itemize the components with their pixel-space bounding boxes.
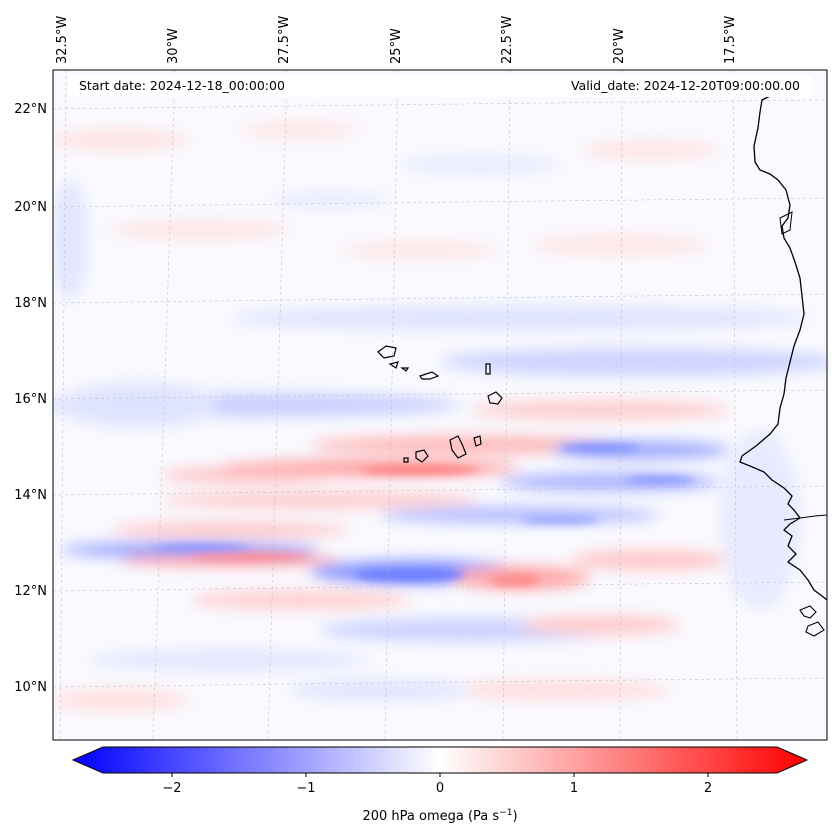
gambia-river (783, 514, 827, 521)
island-sao-vicente (388, 361, 399, 369)
africa-coastline (739, 95, 827, 601)
map-frame (52, 69, 828, 741)
lon-label-27-5w: 27.5°W (277, 16, 292, 64)
colorbar-ticks (171, 773, 709, 777)
latitude-axis-labels: 22°N 20°N 18°N 16°N 14°N 12°N 10°N (14, 102, 47, 695)
lon-label-20w: 20°W (612, 28, 627, 64)
longitude-axis-labels: 32.5°W 30°W 27.5°W 25°W 22.5°W 20°W 17.5… (55, 16, 738, 64)
island-santa-luzia (400, 367, 410, 372)
cb-label-neg2: −2 (162, 781, 181, 796)
island-sao-nicolau (419, 371, 440, 380)
cb-label-1: 1 (570, 781, 578, 796)
colorbar-fill (71, 746, 809, 774)
lat-label-20n: 20°N (14, 200, 47, 215)
cape-verde-islands (377, 345, 503, 463)
bijagos-islands (799, 605, 825, 637)
colorbar-title-close: ) (512, 809, 517, 824)
lon-label-22-5w: 22.5°W (500, 16, 515, 64)
island-sal (485, 363, 491, 375)
island-santiago (449, 435, 467, 459)
start-date-label: Start date: 2024-12-18_00:00:00 (79, 78, 285, 93)
colorbar: −2 −1 0 1 2 200 hPa omega (Pa s−1) (71, 746, 809, 824)
lat-label-12n: 12°N (14, 584, 47, 599)
colorbar-title-sup: −1 (499, 808, 512, 818)
lat-label-10n: 10°N (14, 680, 47, 695)
lat-label-22n: 22°N (14, 102, 47, 117)
valid-date-label: Valid_date: 2024-12-20T09:00:00.00 (571, 78, 800, 93)
island-boa-vista (487, 391, 503, 405)
island-maio (473, 435, 482, 447)
cb-label-0: 0 (436, 781, 444, 796)
western-sahara-inlet (779, 211, 793, 235)
lat-label-14n: 14°N (14, 488, 47, 503)
lon-label-32-5w: 32.5°W (55, 16, 70, 64)
cb-label-neg1: −1 (296, 781, 315, 796)
cb-label-2: 2 (704, 781, 712, 796)
map-panel (53, 70, 827, 740)
colorbar-title-main: 200 hPa omega (Pa s (362, 809, 499, 824)
lon-label-17-5w: 17.5°W (723, 16, 738, 64)
island-fogo (415, 449, 429, 463)
island-brava (403, 457, 409, 463)
lat-label-16n: 16°N (14, 392, 47, 407)
lon-label-25w: 25°W (389, 28, 404, 64)
gridlines (53, 70, 827, 740)
lat-label-18n: 18°N (14, 296, 47, 311)
lon-label-30w: 30°W (166, 28, 181, 64)
header-strip (68, 76, 812, 97)
colorbar-title: 200 hPa omega (Pa s−1) (362, 808, 517, 824)
omega-field-detail (150, 444, 695, 586)
island-santo-antao (377, 345, 397, 359)
